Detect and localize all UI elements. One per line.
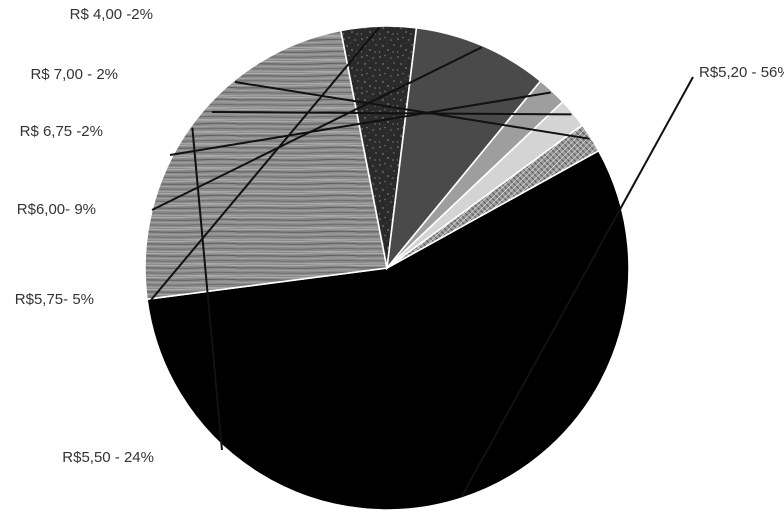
- pie-slices: [144, 25, 630, 511]
- pie-label-7: R$ 4,00 -2%: [70, 6, 153, 23]
- pie-slice-1: [146, 149, 630, 511]
- pie-leader-line-2: [191, 127, 223, 451]
- pie-leader-line-6: [211, 111, 572, 116]
- pie-leader-lines: [150, 27, 694, 497]
- pie-leader-line-3: [150, 27, 380, 301]
- pie-label-4: R$6,00- 9%: [17, 201, 96, 218]
- pie-label-2: R$5,50 - 24%: [62, 449, 154, 466]
- pie-leader-line-7: [234, 81, 590, 140]
- pie-leader-line-5: [169, 91, 551, 156]
- pie-leader-line-4: [151, 46, 482, 211]
- pie-label-3: R$5,75- 5%: [15, 291, 94, 308]
- pie-label-5: R$ 6,75 -2%: [20, 123, 103, 140]
- pie-slice-7: [386, 123, 600, 269]
- pie-slice-4: [385, 26, 542, 271]
- pie-label-1: R$5,20 - 56%: [699, 64, 784, 81]
- pie-leader-line-1: [461, 76, 694, 497]
- pie-labels: R$5,20 - 56% R$5,50 - 24% R$5,75- 5% R$6,00…: [15, 6, 784, 466]
- pie-label-6: R$ 7,00 - 2%: [30, 66, 118, 83]
